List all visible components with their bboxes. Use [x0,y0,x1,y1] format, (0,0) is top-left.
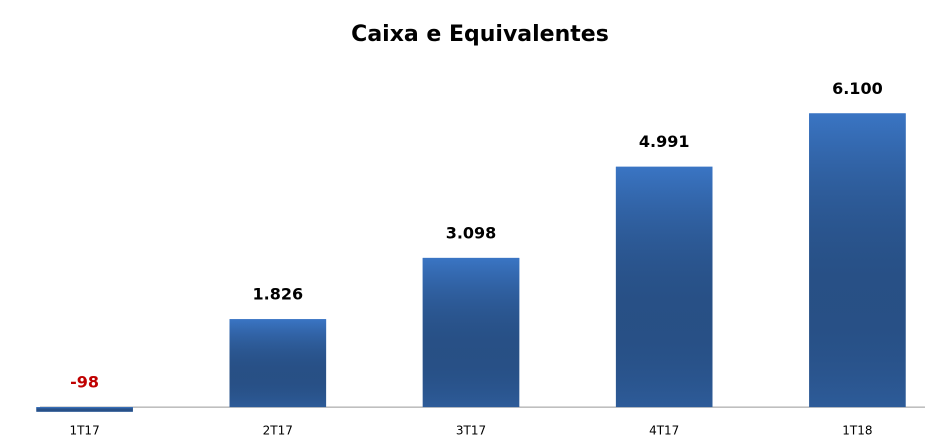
bar [422,257,520,408]
x-tick-label: 1T18 [842,424,872,438]
x-tick-label: 3T17 [456,424,486,438]
x-tick-label: 4T17 [649,424,679,438]
value-label: 3.098 [446,223,497,242]
x-tick-label: 2T17 [263,424,293,438]
value-label: -98 [70,373,99,392]
bar [229,319,327,408]
chart-title: Caixa e Equivalentes [351,22,609,47]
bar [615,166,713,408]
value-label: 6.100 [832,79,883,98]
x-tick-label: 1T17 [69,424,99,438]
bar [809,113,906,408]
bar [36,407,133,412]
value-label: 1.826 [252,285,303,304]
value-label: 4.991 [639,132,690,151]
